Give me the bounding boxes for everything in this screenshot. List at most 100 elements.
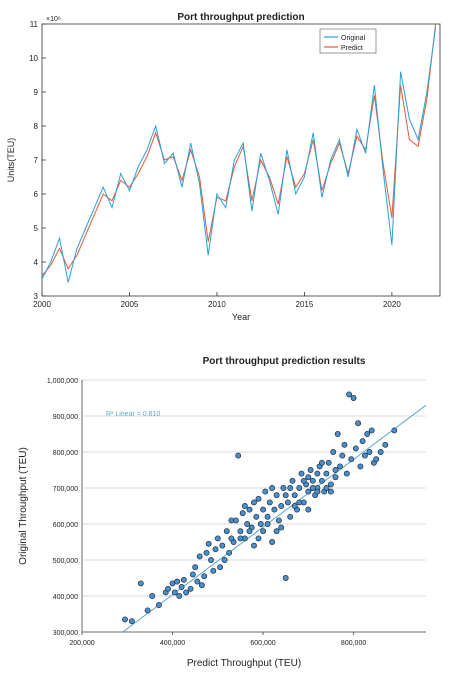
scatter-point [346,391,353,398]
scatter-point [176,593,183,599]
scatter-point [325,459,332,466]
scatter-point [287,513,294,520]
scatter-point [330,449,337,455]
scatter-chart: Port throughput prediction results 300,00… [18,356,427,669]
scatter-point [226,549,233,556]
scatter-point [255,495,262,502]
y-axis-label: Original Throughput (TEU) [18,447,29,565]
scatter-point [194,578,201,585]
scatter-point [309,477,316,484]
scatter-point [196,553,203,560]
scatter-point [332,474,339,481]
scatter-point [137,580,144,587]
y-tick-label: 6 [34,190,39,199]
scatter-point [198,582,205,589]
scatter-point [203,549,210,556]
scatter-point [314,488,321,495]
scatter-point [235,452,242,459]
y-tick-label: 7 [34,156,39,165]
scatter-point [373,456,380,463]
r-squared-annotation: R² Linear = 0.810 [106,411,160,418]
scatter-point [180,576,187,583]
x-tick-label: 2020 [383,300,401,309]
scatter-point [287,485,294,491]
scatter-point [217,564,224,571]
scatter-point [327,488,334,495]
scatter-point [271,506,278,513]
scatter-point [246,528,253,535]
scatter-point [305,488,312,495]
scatter-point [237,528,244,535]
scatter-point [251,542,257,549]
legend-label: Original [341,35,366,42]
scatter-point [361,452,368,459]
scatter-point [296,499,303,506]
scatter-point [264,513,271,520]
scatter-point [291,503,298,509]
scatter-point [144,607,151,614]
scatter-point [300,477,307,484]
scatter-point [260,506,267,513]
y-tick-label: 10 [29,54,38,63]
y-tick-label: 500,000 [53,558,78,565]
scatter-point [210,567,217,574]
scatter-point [251,499,257,506]
regression-line [122,404,427,633]
scatter-point [314,470,321,477]
scatter-point [337,463,343,470]
scatter-chart-panel: Port throughput prediction results 300,00… [0,340,474,678]
series-line-original [41,27,437,283]
scatter-point [208,557,214,563]
scatter-point [244,521,251,527]
scatter-point [348,456,355,463]
x-axis-label: Year [232,312,250,322]
scatter-point [257,521,264,527]
scatter-point [255,535,262,542]
scatter-point [149,593,156,599]
scatter-point [280,485,287,491]
scatter-point [278,503,285,509]
time-series-chart: Port throughput prediction 2000 2005 2010 20… [6,12,441,322]
scatter-point [275,517,282,524]
scatter-point [339,452,346,459]
scatter-point [282,575,289,581]
scatter-point [174,578,181,585]
legend-box [319,28,377,54]
scatter-point [332,467,339,473]
scatter-point [128,618,135,625]
scatter-point [237,535,244,542]
y-tick-label: 9 [34,88,39,97]
scatter-point [391,427,398,434]
scatter-point [298,470,305,477]
scatter-point [264,521,271,527]
scatter-point [323,470,330,477]
scatter-point [282,492,289,499]
x-axis-label: Predict Throughput (TEU) [187,658,301,669]
scatter-point [266,499,273,506]
scatter-point [214,535,221,542]
scatter-point [228,535,235,542]
scatter-point [189,571,196,578]
scatter-point [334,431,341,437]
scatter-point [289,477,296,484]
scatter-point [260,528,267,535]
scatter-point [212,546,219,553]
scatter-point [269,539,276,545]
scatter-point [223,528,230,535]
scatter-point [309,485,316,491]
scatter-point [122,616,128,623]
y-tick-label: 1,000,000 [47,378,78,385]
x-tick-label: 200,000 [69,640,94,647]
x-tick-label: 600,000 [250,640,275,647]
scatter-point [246,506,253,513]
scatter-point [305,474,312,481]
scatter-point [350,395,357,401]
scatter-point [368,427,375,434]
scatter-point [318,477,325,484]
scatter-point [377,449,384,455]
scatter-point [262,488,269,495]
y-tick-label: 900,000 [53,414,78,421]
scatter-point [284,499,291,506]
scatter-point [318,459,325,466]
y-tick-label: 800,000 [53,450,78,457]
